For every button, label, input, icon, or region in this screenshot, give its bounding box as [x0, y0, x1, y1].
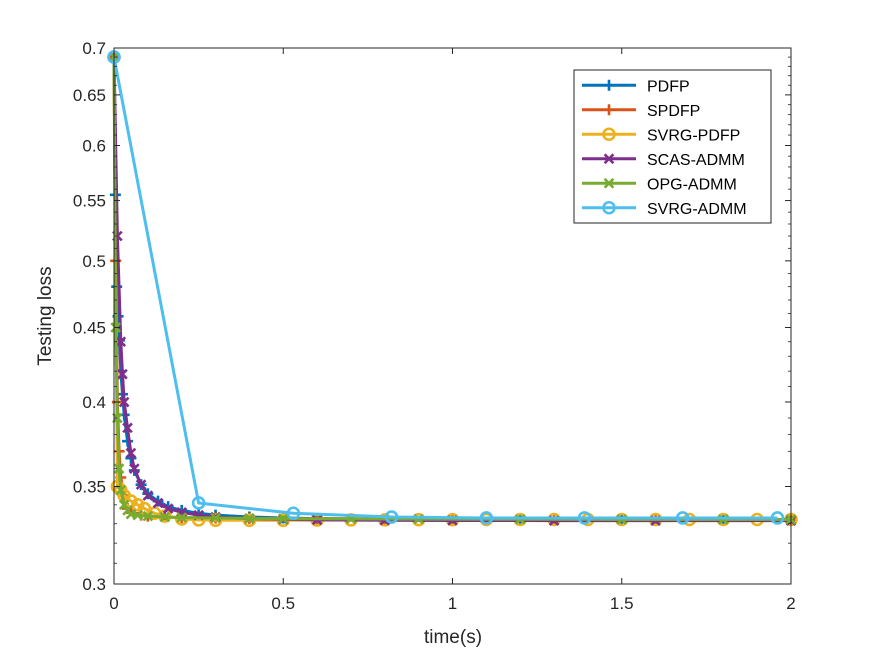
y-tick-label: 0.45: [73, 319, 106, 338]
series-svrg-admm: [107, 50, 785, 525]
data-point: [142, 490, 154, 501]
data-point: [135, 479, 147, 490]
legend-item: PDFP: [582, 78, 690, 95]
data-point: [115, 336, 127, 348]
data-point: [479, 511, 494, 525]
data-point: [277, 513, 289, 525]
x-axis-label: time(s): [424, 627, 482, 648]
legend-swatch-marker: [603, 153, 615, 165]
data-point: [128, 463, 140, 474]
y-axis-label: Testing loss: [35, 266, 56, 365]
data-point: [130, 498, 145, 512]
x-tick-label: 0: [109, 594, 118, 613]
legend-label: SVRG-ADMM: [647, 201, 747, 218]
data-point: [242, 513, 257, 528]
data-point: [118, 396, 130, 408]
data-point: [244, 513, 255, 524]
data-point: [577, 511, 592, 525]
data-point: [125, 447, 137, 459]
legend-box: [573, 69, 772, 224]
series-line: [112, 56, 778, 520]
legend-item: SVRG-ADMM: [582, 201, 747, 218]
y-tick-label: 0.3: [82, 575, 106, 594]
data-point: [132, 509, 144, 521]
y-tick-label: 0.5: [82, 252, 106, 271]
y-tick-label: 0.4: [82, 393, 106, 412]
legend-item: SVRG-PDFP: [582, 127, 740, 144]
legend-swatch-marker: [603, 177, 615, 189]
data-point: [142, 510, 154, 522]
y-tick-label: 0.65: [73, 86, 106, 105]
legend-item: OPG-ADMM: [582, 176, 737, 193]
data-point: [113, 463, 125, 474]
legend-label: SPDFP: [647, 103, 700, 120]
data-point: [208, 513, 223, 528]
data-point: [191, 496, 206, 510]
legend-label: OPG-ADMM: [647, 176, 737, 193]
data-point: [159, 511, 171, 523]
data-point: [115, 484, 127, 496]
data-point: [210, 512, 221, 524]
legend-item: SCAS-ADMM: [582, 152, 745, 169]
y-tick-label: 0.55: [73, 192, 106, 211]
data-point: [384, 510, 399, 524]
data-point: [118, 499, 130, 511]
data-point: [286, 506, 301, 521]
legend-swatch-marker: [602, 127, 616, 142]
data-point: [117, 368, 128, 380]
y-tick-label: 0.35: [73, 477, 106, 496]
data-point: [176, 512, 188, 523]
data-point: [162, 503, 174, 514]
data-point: [675, 511, 690, 525]
data-point: [122, 422, 133, 434]
legend-label: SCAS-ADMM: [647, 152, 745, 169]
legend-swatch-marker: [603, 79, 615, 91]
legend-label: SVRG-PDFP: [647, 127, 740, 144]
x-tick-label: 1: [448, 594, 457, 613]
legend-swatch-marker: [602, 200, 616, 215]
data-point: [770, 511, 785, 525]
legend-label: PDFP: [647, 78, 690, 95]
y-tick-label: 0.7: [82, 39, 106, 58]
x-tick-label: 1.5: [610, 594, 634, 613]
legend-swatch-marker: [603, 104, 615, 116]
x-tick-label: 0.5: [271, 594, 295, 613]
y-tick-label: 0.6: [82, 137, 106, 156]
legend-item: SPDFP: [582, 103, 700, 120]
data-point: [152, 497, 164, 509]
x-tick-label: 2: [786, 594, 795, 613]
